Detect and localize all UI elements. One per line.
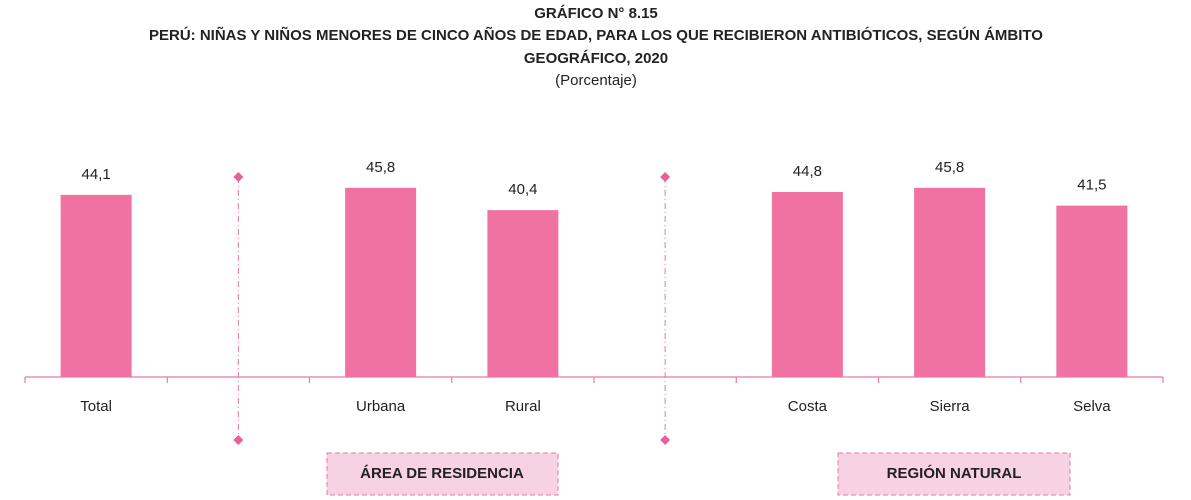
data-label: 44,8 — [793, 163, 822, 180]
x-tick-label: Sierra — [930, 398, 971, 415]
separator-diamond — [660, 172, 671, 182]
group-label: ÁREA DE RESIDENCIA — [360, 465, 524, 482]
data-label: 45,8 — [935, 159, 964, 176]
bar — [345, 187, 417, 377]
separator-diamond — [233, 435, 244, 445]
x-tick-label: Rural — [505, 398, 541, 415]
group-label: REGIÓN NATURAL — [887, 464, 1022, 482]
data-label: 44,1 — [82, 166, 111, 183]
separator-diamond — [660, 435, 671, 445]
chart-subtitle: (Porcentaje) — [555, 72, 637, 89]
chart-title: PERÚ: NIÑAS Y NIÑOS MENORES DE CINCO AÑO… — [149, 26, 1043, 44]
data-label: 41,5 — [1077, 177, 1106, 194]
x-tick-label: Urbana — [356, 398, 406, 415]
group-box — [837, 452, 1071, 496]
bar — [60, 194, 132, 377]
chart-title: GRÁFICO N° 8.15 — [534, 5, 658, 22]
bar — [1056, 205, 1128, 377]
chart-title: GEOGRÁFICO, 2020 — [524, 50, 668, 67]
bar — [771, 191, 843, 377]
data-label: 45,8 — [366, 159, 395, 176]
bar — [914, 187, 986, 377]
x-tick-label: Costa — [788, 398, 828, 415]
group-box — [326, 452, 559, 496]
separator-diamond — [233, 172, 244, 182]
data-label: 40,4 — [508, 181, 537, 198]
x-tick-label: Total — [80, 398, 112, 415]
x-tick-label: Selva — [1073, 398, 1111, 415]
bar — [487, 210, 559, 377]
